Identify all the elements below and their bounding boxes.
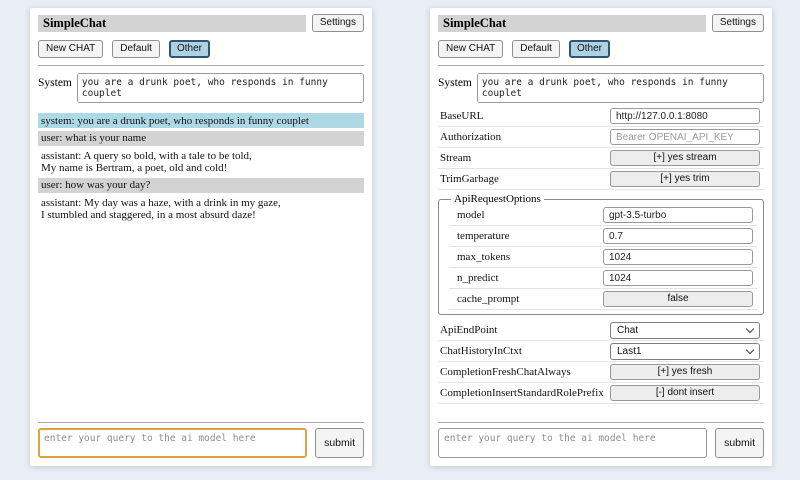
api-request-options-group: ApiRequestOptions model temperature max_to… (438, 193, 764, 315)
completionfreshchatalways-button[interactable]: [+] yes fresh (610, 364, 760, 380)
settings-row: model (449, 205, 757, 226)
settings-row: TrimGarbage [+] yes trim (438, 169, 764, 190)
new-chat-button[interactable]: New CHAT (438, 40, 504, 58)
settings-row: BaseURL (438, 106, 764, 127)
chat-messages: system: you are a drunk poet, who respon… (38, 113, 364, 415)
chat-message-system: system: you are a drunk poet, who respon… (38, 113, 364, 128)
submit-button[interactable]: submit (315, 428, 364, 458)
setting-label: n_predict (457, 272, 499, 284)
settings-row: max_tokens (449, 247, 757, 268)
session-other-button[interactable]: Other (168, 40, 210, 58)
settings-panel: SimpleChat Settings New CHAT Default Oth… (430, 8, 772, 466)
chathistoryinctxt-select[interactable]: Last1 (610, 342, 760, 360)
settings-row: CompletionInsertStandardRolePrefix [-] do… (438, 383, 764, 404)
divider (38, 65, 364, 66)
session-other-button[interactable]: Other (568, 40, 610, 58)
system-label: System (438, 77, 472, 89)
session-toolbar: New CHAT Default Other (38, 40, 364, 58)
session-default-button[interactable]: Default (512, 40, 560, 58)
settings-rows-top: BaseURL Authorization Stream [+] yes stream… (438, 106, 764, 190)
cache_prompt-button[interactable]: false (603, 291, 753, 307)
setting-label: CompletionFreshChatAlways (440, 366, 571, 378)
chevron-down-icon (745, 345, 755, 355)
app-title: SimpleChat (438, 14, 706, 32)
header: SimpleChat Settings (438, 14, 764, 32)
settings-row: Stream [+] yes stream (438, 148, 764, 169)
app-title: SimpleChat (38, 14, 306, 32)
system-prompt-row: System you are a drunk poet, who respond… (438, 73, 764, 103)
session-default-button[interactable]: Default (112, 40, 160, 58)
group-legend: ApiRequestOptions (454, 193, 541, 205)
query-input[interactable] (438, 428, 708, 458)
chat-message-assistant: assistant: My day was a haze, with a dri… (41, 196, 281, 221)
setting-label: ChatHistoryInCtxt (440, 345, 522, 357)
settings-row: n_predict (449, 268, 757, 289)
trimgarbage-button[interactable]: [+] yes trim (610, 171, 760, 187)
chevron-down-icon (745, 324, 755, 334)
system-label: System (38, 77, 72, 89)
chat-panel: SimpleChat Settings New CHAT Default Oth… (30, 8, 372, 466)
settings-form: BaseURL Authorization Stream [+] yes stream… (438, 106, 764, 415)
settings-button[interactable]: Settings (311, 14, 364, 32)
settings-row: CompletionFreshChatAlways [+] yes fresh (438, 362, 764, 383)
settings-row: temperature (449, 226, 757, 247)
setting-label: model (457, 209, 485, 221)
authorization-input[interactable] (610, 129, 760, 145)
settings-button[interactable]: Settings (711, 14, 764, 32)
query-input[interactable] (38, 428, 308, 458)
new-chat-button[interactable]: New CHAT (38, 40, 104, 58)
system-prompt-input[interactable]: you are a drunk poet, who responds in fu… (76, 73, 364, 103)
settings-row: ApiEndPoint Chat (438, 320, 764, 341)
setting-label: ApiEndPoint (440, 324, 498, 336)
system-prompt-input[interactable]: you are a drunk poet, who responds in fu… (476, 73, 764, 103)
settings-row: Authorization (438, 127, 764, 148)
divider (438, 65, 764, 66)
stream-button[interactable]: [+] yes stream (610, 150, 760, 166)
header: SimpleChat Settings (38, 14, 364, 32)
chat-message-assistant: assistant: A query so bold, with a tale … (41, 149, 252, 174)
max_tokens-input[interactable] (603, 249, 753, 265)
apiendpoint-select[interactable]: Chat (610, 321, 760, 339)
completioninsertstandardroleprefix-button[interactable]: [-] dont insert (610, 385, 760, 401)
setting-label: max_tokens (457, 251, 511, 263)
settings-rows-group: model temperature max_tokens n_predictcache… (449, 205, 757, 310)
temperature-input[interactable] (603, 228, 753, 244)
setting-label: TrimGarbage (440, 173, 499, 185)
setting-label: CompletionInsertStandardRolePrefix (440, 387, 604, 399)
n_predict-input[interactable] (603, 270, 753, 286)
chat-message-user: user: how was your day? (38, 177, 364, 193)
settings-row: cache_prompt false (449, 289, 757, 310)
setting-label: BaseURL (440, 110, 484, 122)
settings-rows-bottom: ApiEndPoint Chat ChatHistoryInCtxt Last1 Com… (438, 320, 764, 404)
query-area: submit (438, 415, 764, 458)
setting-label: cache_prompt (457, 293, 520, 305)
divider (38, 422, 364, 423)
setting-label: Stream (440, 152, 472, 164)
session-toolbar: New CHAT Default Other (438, 40, 764, 58)
divider (438, 422, 764, 423)
settings-row: ChatHistoryInCtxt Last1 (438, 341, 764, 362)
setting-label: temperature (457, 230, 510, 242)
baseurl-input[interactable] (610, 108, 760, 124)
submit-button[interactable]: submit (715, 428, 764, 458)
query-area: submit (38, 415, 364, 458)
system-prompt-row: System you are a drunk poet, who respond… (38, 73, 364, 103)
model-input[interactable] (603, 207, 753, 223)
setting-label: Authorization (440, 131, 502, 143)
chat-message-user: user: what is your name (38, 130, 364, 146)
